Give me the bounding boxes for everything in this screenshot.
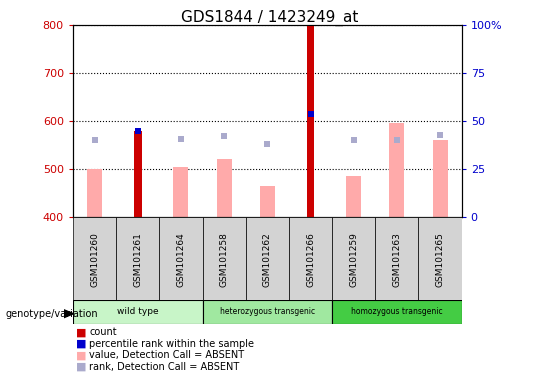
Text: ■: ■ [76,350,86,360]
Text: ■: ■ [76,339,86,349]
Bar [433,140,448,217]
Text: GSM101266: GSM101266 [306,232,315,286]
Bar [332,300,462,324]
Text: genotype/variation: genotype/variation [5,309,98,319]
Bar [246,217,289,301]
Bar [73,217,116,301]
Text: ■: ■ [76,327,86,337]
Bar [418,217,462,301]
Bar [173,167,188,217]
Text: value, Detection Call = ABSENT: value, Detection Call = ABSENT [89,350,244,360]
Bar [289,217,332,301]
Text: GSM101264: GSM101264 [177,232,185,286]
Bar [116,217,159,301]
Polygon shape [64,310,73,318]
Text: percentile rank within the sample: percentile rank within the sample [89,339,254,349]
Text: GSM101262: GSM101262 [263,232,272,286]
Text: wild type: wild type [117,308,159,316]
Text: GSM101265: GSM101265 [436,232,444,286]
Text: rank, Detection Call = ABSENT: rank, Detection Call = ABSENT [89,362,239,372]
Bar [307,25,314,217]
Text: ■: ■ [76,362,86,372]
Text: heterozygous transgenic: heterozygous transgenic [220,308,315,316]
Bar [202,300,332,324]
Text: GSM101261: GSM101261 [133,232,142,286]
Bar [202,217,246,301]
Bar [375,217,418,301]
Bar [87,169,102,217]
Bar [134,131,141,217]
Bar [389,123,404,217]
Bar [217,159,232,217]
Text: homozygous transgenic: homozygous transgenic [351,308,443,316]
Bar [159,217,202,301]
Text: GSM101263: GSM101263 [393,232,401,286]
Bar [260,186,275,217]
Text: count: count [89,327,117,337]
Text: GDS1844 / 1423249_at: GDS1844 / 1423249_at [181,10,359,26]
Text: GSM101260: GSM101260 [90,232,99,286]
Text: GSM101258: GSM101258 [220,232,228,286]
Bar [346,176,361,217]
Bar [332,217,375,301]
Text: GSM101259: GSM101259 [349,232,358,286]
Bar [73,300,202,324]
